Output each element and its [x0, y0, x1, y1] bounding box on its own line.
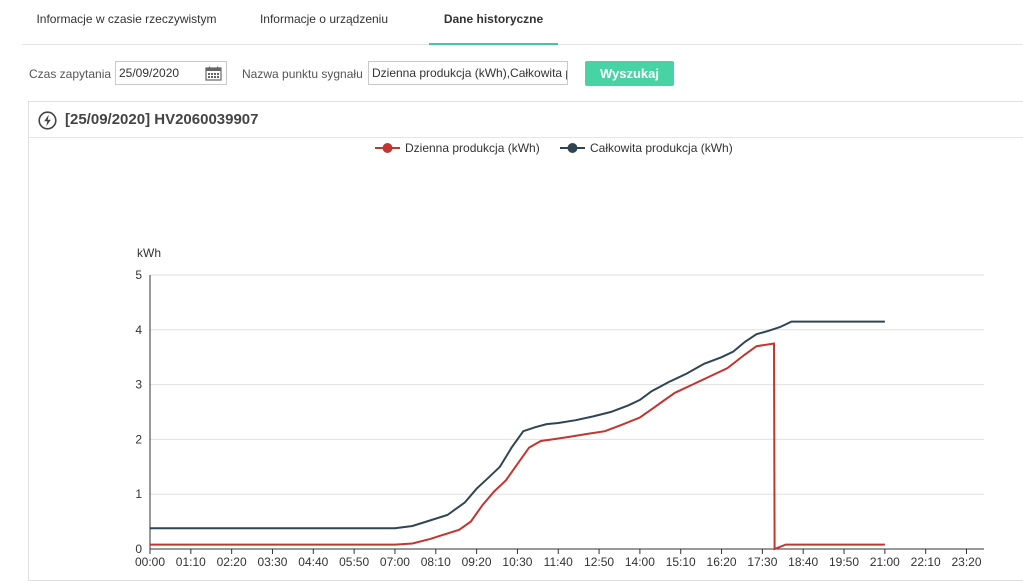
x-tick-label: 02:20	[217, 555, 247, 569]
tab-historical-data[interactable]: Dane historyczne	[429, 0, 558, 45]
x-tick-label: 22:10	[911, 555, 941, 569]
panel-title: [25/09/2020] HV2060039907	[65, 111, 259, 128]
chart-series	[150, 320, 885, 551]
x-tick-label: 21:00	[870, 555, 900, 569]
panel-header: [25/09/2020] HV2060039907	[29, 102, 1023, 138]
x-tick-label: 19:50	[829, 555, 859, 569]
chart-legend: Dzienna produkcja (kWh) Całkowita produkc…	[375, 141, 733, 155]
signal-point-value: Dzienna produkcja (kWh),Całkowita produk…	[372, 66, 567, 80]
series-line-0	[150, 342, 885, 551]
y-tick-label: 4	[135, 323, 142, 337]
y-tick-label: 5	[135, 268, 142, 282]
x-tick-label: 14:00	[625, 555, 655, 569]
y-axis-ticks: 0 1 2 3 4 5	[135, 268, 142, 556]
y-axis-label: kWh	[137, 246, 161, 260]
x-tick-label: 04:40	[298, 555, 328, 569]
x-tick-label: 18:40	[788, 555, 818, 569]
x-tick-label: 23:20	[951, 555, 981, 569]
query-bar: Czas zapytania 25/09/2020 Nazwa punktu s…	[0, 56, 1023, 92]
x-tick-label: 16:20	[707, 555, 737, 569]
tab-device-info[interactable]: Informacje o urządzeniu	[259, 12, 389, 26]
x-tick-label: 01:10	[176, 555, 206, 569]
x-tick-label: 12:50	[584, 555, 614, 569]
x-tick-label: 05:50	[339, 555, 369, 569]
x-tick-label: 00:00	[135, 555, 165, 569]
x-tick-label: 10:30	[502, 555, 532, 569]
x-tick-label: 08:10	[421, 555, 451, 569]
tab-bar: Informacje w czasie rzeczywistym Informa…	[22, 0, 1023, 45]
tab-realtime-info[interactable]: Informacje w czasie rzeczywistym	[36, 12, 217, 26]
signal-point-input[interactable]: Dzienna produkcja (kWh),Całkowita produk…	[368, 61, 568, 85]
legend-marker-1[interactable]	[567, 143, 578, 153]
query-time-label: Czas zapytania	[29, 67, 112, 81]
series-line-1	[150, 320, 885, 530]
legend-label-0[interactable]: Dzienna produkcja (kWh)	[405, 141, 540, 155]
x-tick-label: 11:40	[544, 555, 573, 569]
y-tick-label: 2	[135, 432, 142, 446]
legend-label-1[interactable]: Całkowita produkcja (kWh)	[590, 141, 733, 155]
x-tick-label: 09:20	[462, 555, 492, 569]
x-tick-label: 07:00	[380, 555, 410, 569]
lightning-circle-icon	[38, 111, 57, 130]
x-axis-ticks: 00:00 01:10 02:20 03:30 04:40 05:50 07:00 08:10…	[135, 549, 982, 569]
calendar-icon[interactable]	[205, 66, 222, 81]
x-tick-label: 15:10	[666, 555, 696, 569]
chart-grid	[149, 274, 984, 550]
x-tick-label: 03:30	[257, 555, 287, 569]
y-tick-label: 0	[135, 542, 142, 556]
search-button[interactable]: Wyszukaj	[585, 61, 674, 86]
y-tick-label: 1	[135, 487, 142, 501]
date-input-value: 25/09/2020	[119, 66, 180, 80]
signal-point-label: Nazwa punktu sygnału	[242, 67, 363, 81]
x-tick-label: 17:30	[747, 555, 777, 569]
y-tick-label: 3	[135, 378, 142, 392]
legend-marker-0[interactable]	[382, 143, 393, 153]
